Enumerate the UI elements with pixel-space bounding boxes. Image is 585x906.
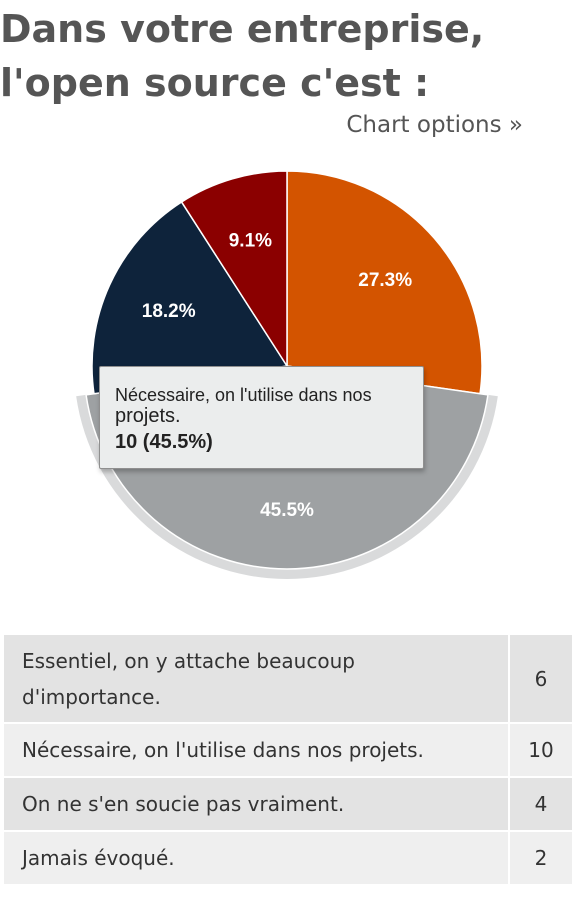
table-row: Jamais évoqué. 2 (2, 830, 574, 886)
title-line-1: Dans votre entreprise, (0, 7, 485, 51)
row-count: 10 (508, 722, 574, 778)
row-count: 4 (508, 776, 574, 832)
pie-slice-1[interactable] (286, 170, 483, 395)
table-row: Essentiel, on y attache beaucoup d'impor… (2, 633, 574, 724)
table-row: On ne s'en soucie pas vraiment. 4 (2, 776, 574, 832)
pie-slice-3[interactable] (91, 201, 288, 395)
pie-slice-4[interactable] (180, 170, 288, 367)
tooltip-value: 10 (45.5%) (115, 431, 213, 453)
pie-data-label: 27.3% (358, 270, 412, 291)
tooltip-label-part1: Nécessaire, on l'utilise dans nos (115, 385, 372, 405)
row-count: 6 (508, 633, 574, 724)
tooltip-label: Nécessaire, on l'utilise dans nos projet… (115, 385, 415, 427)
pie-labels: 27.3% 45.5% 18.2% 9.1% (142, 230, 412, 521)
table-row: Nécessaire, on l'utilise dans nos projet… (2, 722, 574, 778)
data-table: Essentiel, on y attache beaucoup d'impor… (2, 633, 574, 886)
page-title: Dans votre entreprise, l'open source c'e… (0, 2, 585, 110)
row-label: Essentiel, on y attache beaucoup d'impor… (2, 633, 510, 724)
row-label-line-1: Essentiel, on y attache beaucoup (22, 648, 355, 673)
row-label: Jamais évoqué. (2, 830, 510, 886)
row-label: Nécessaire, on l'utilise dans nos projet… (2, 722, 510, 778)
tooltip-label-part2: projets. (115, 405, 181, 427)
pie-data-label: 45.5% (260, 500, 314, 521)
chart-tooltip: Nécessaire, on l'utilise dans nos projet… (99, 366, 424, 469)
pie-data-label: 9.1% (229, 230, 272, 251)
title-line-2: l'open source c'est : (0, 61, 430, 105)
chart-options-link[interactable]: Chart options » (346, 112, 523, 138)
row-label: On ne s'en soucie pas vraiment. (2, 776, 510, 832)
pie-data-label: 18.2% (142, 301, 196, 322)
row-count: 2 (508, 830, 574, 886)
row-label-line-2: d'importance. (22, 684, 161, 709)
